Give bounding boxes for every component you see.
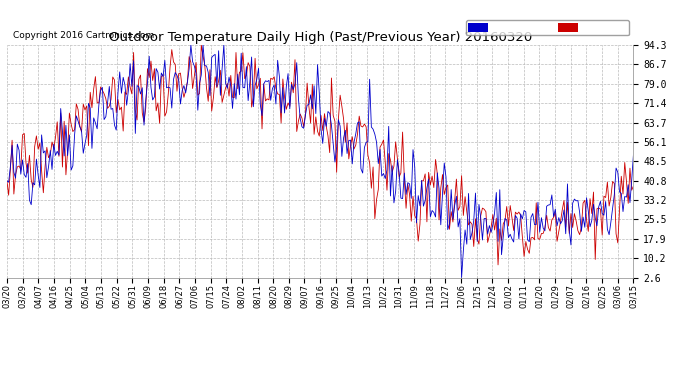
Text: Copyright 2016 Cartronics.com: Copyright 2016 Cartronics.com — [13, 32, 155, 40]
Legend: Previous  (°F), Past  (°F): Previous (°F), Past (°F) — [466, 20, 629, 36]
Title: Outdoor Temperature Daily High (Past/Previous Year) 20160320: Outdoor Temperature Daily High (Past/Pre… — [108, 31, 532, 44]
